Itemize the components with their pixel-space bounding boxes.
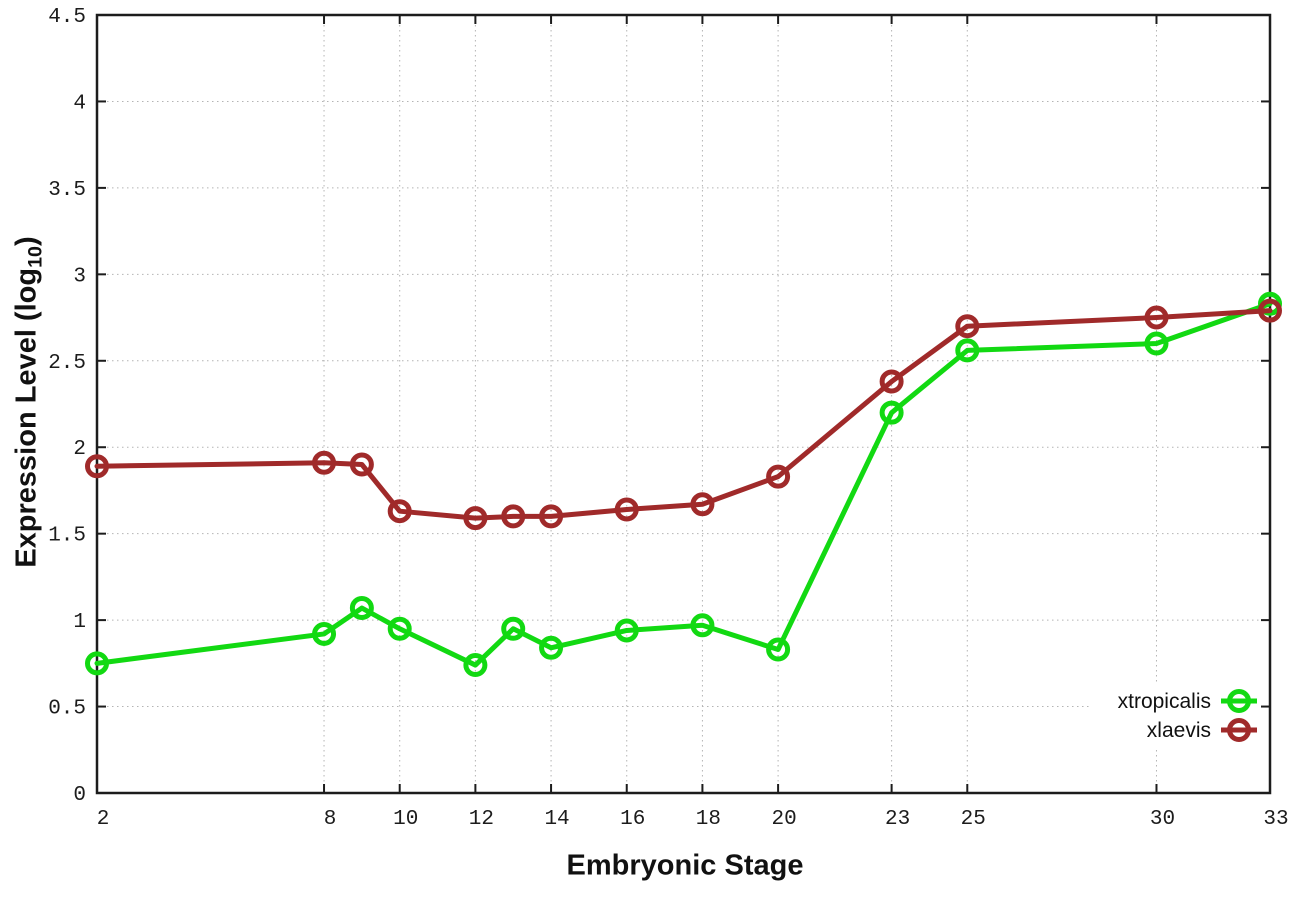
y-tick-label: 2 [73,438,86,461]
y-axis-title-text: Expression Level (log [10,267,43,568]
x-tick-label: 18 [696,808,721,831]
data-point-xtropicalis [85,651,109,676]
y-tick-label: 4 [73,92,86,115]
y-axis-title: Expression Level (log10) [10,236,47,568]
data-point-xlaevis [387,499,412,524]
data-point-xtropicalis [501,616,526,641]
data-point-xlaevis [501,504,526,529]
data-point-xtropicalis [1144,331,1169,356]
plot-border [95,13,1272,795]
x-tick-label: 33 [1263,808,1288,831]
x-tick-label: 14 [544,808,569,831]
data-point-xtropicalis [349,596,374,621]
data-point-xlaevis [1258,298,1282,323]
y-tick-label: 2.5 [48,352,86,375]
data-point-xtropicalis [879,400,904,425]
data-point-xtropicalis [312,621,337,646]
y-tick-label: 0 [73,784,86,807]
data-point-xlaevis [463,506,488,531]
x-tick-label: 16 [620,808,645,831]
data-point-xtropicalis [690,613,715,638]
legend-sample-marker-xtropicalis [1227,689,1251,713]
y-tick-label: 3.5 [48,179,86,202]
y-tick-label: 4.5 [48,6,86,29]
y-tick-label: 1.5 [48,525,86,548]
data-point-xtropicalis [387,616,412,641]
data-point-xlaevis [312,450,337,475]
data-point-xtropicalis [614,618,639,643]
data-point-xlaevis [955,314,980,339]
data-point-xtropicalis [463,653,488,678]
x-tick-label: 30 [1150,808,1175,831]
x-axis-title: Embryonic Stage [566,849,804,882]
x-tick-label: 20 [771,808,796,831]
series-line-xtropicalis [94,301,1273,668]
data-point-xlaevis [879,369,904,394]
x-tick-label: 10 [393,808,418,831]
y-axis-title-subscript: 10 [24,245,47,268]
legend-label-xlaevis: xlaevis [1147,719,1211,742]
legend-label-xtropicalis: xtropicalis [1118,690,1211,713]
y-tick-label: 1 [73,611,86,634]
x-tick-label: 12 [469,808,494,831]
series-line-xlaevis [94,308,1273,521]
data-point-xlaevis [349,452,374,477]
y-tick-label: 3 [73,265,86,288]
legend-sample-marker-xlaevis [1227,718,1251,742]
data-point-xtropicalis [539,635,564,660]
data-point-xlaevis [85,454,109,479]
data-point-xlaevis [614,497,639,522]
x-tick-label: 23 [885,808,910,831]
y-tick-label: 0.5 [48,698,86,721]
data-point-xtropicalis [955,338,980,363]
data-point-xlaevis [766,464,791,489]
data-point-xtropicalis [766,637,791,662]
data-point-xlaevis [539,504,564,529]
x-tick-label: 2 [97,808,110,831]
x-tick-label: 8 [324,808,337,831]
y-axis-title-suffix: ) [10,236,43,246]
data-point-xlaevis [690,492,715,517]
x-tick-label: 25 [961,808,986,831]
data-point-xlaevis [1144,305,1169,330]
